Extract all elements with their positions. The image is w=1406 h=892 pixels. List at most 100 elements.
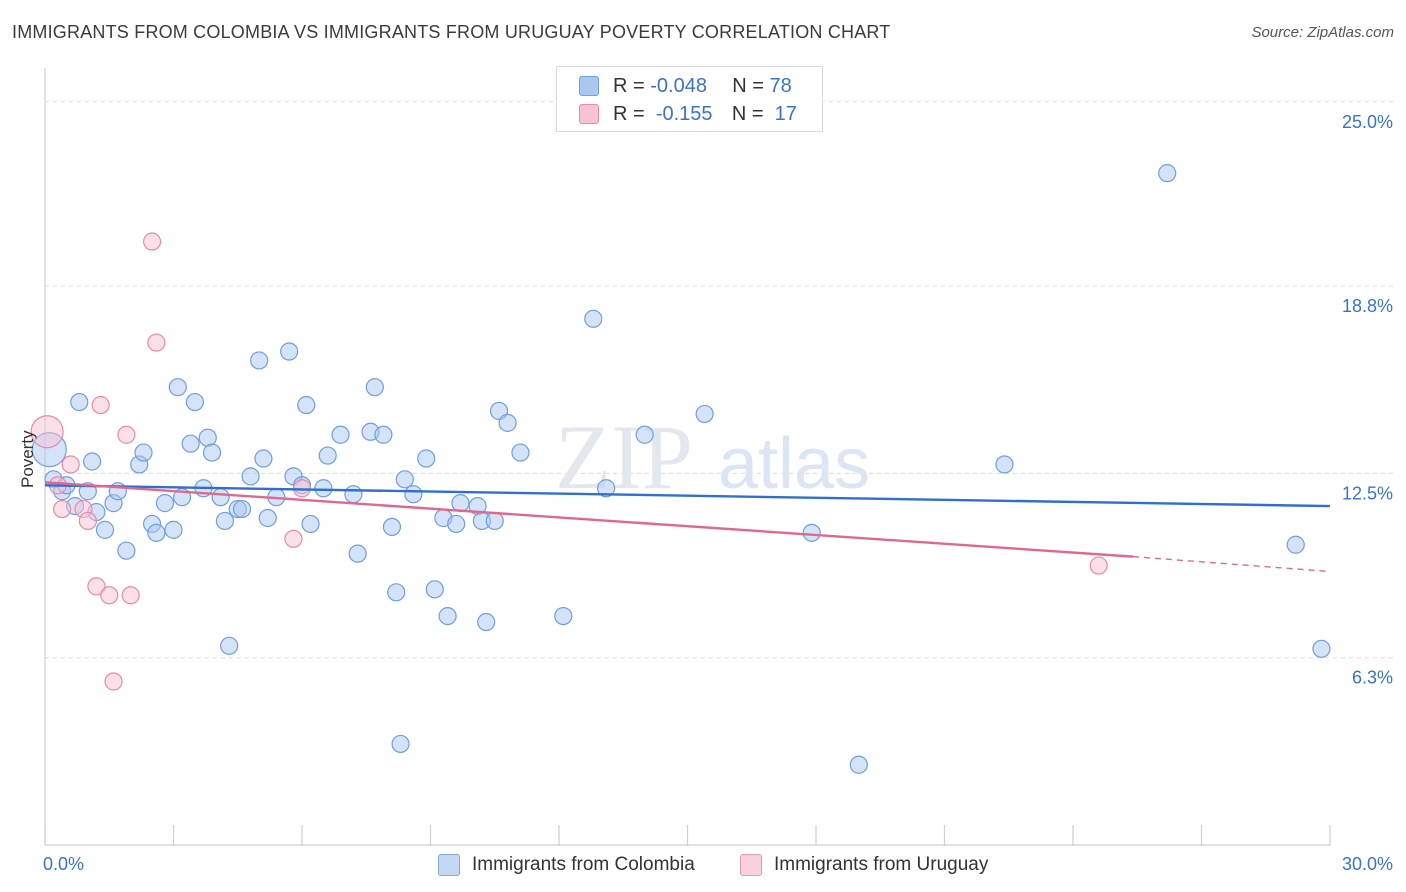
data-point-uruguay [142,232,162,251]
data-point-colombia [404,485,423,504]
bottom-legend-colombia: Immigrants from Colombia [438,852,695,878]
data-point-colombia [211,488,230,507]
series-points [30,164,1331,774]
data-point-colombia [395,470,414,489]
data-point-colombia [447,514,466,534]
bottom-legend-swatch-colombia [438,854,460,876]
y-axis-title: Poverty [18,430,37,488]
data-point-colombia [155,494,175,513]
data-point-uruguay [78,511,97,531]
legend-r-label: R = [613,102,645,125]
data-point-colombia [117,541,136,560]
data-point-colombia [314,479,333,498]
y-tick-label: 12.5% [1342,483,1393,503]
watermark: ZIP atlas [555,406,870,508]
data-point-uruguay [91,395,110,415]
data-point-colombia [301,514,320,534]
data-point-uruguay [61,455,80,474]
data-point-colombia [280,342,299,361]
bottom-legend-label-colombia: Immigrants from Colombia [472,854,695,875]
legend-row-uruguay: R = -0.155 N = 17 [579,101,797,127]
data-point-colombia [485,511,504,531]
x-tick-labels: 0.0% 30.0% [43,854,1393,874]
y-tick-label: 6.3% [1352,668,1393,688]
x-tick-label-min: 0.0% [43,854,84,874]
data-point-uruguay [30,415,64,449]
data-point-colombia [995,455,1014,474]
y-tick-label: 18.8% [1342,296,1393,316]
trend-line-colombia [44,484,1331,508]
data-point-colombia [849,755,868,774]
data-point-colombia [185,392,205,412]
y-tick-labels: 6.3% 12.5% 18.8% 25.0% [1342,112,1393,688]
trend-line-extension-uruguay [1132,555,1331,573]
legend-swatch-colombia [579,76,599,96]
data-point-uruguay [53,499,72,519]
data-point-uruguay [117,425,136,444]
data-point-uruguay [121,586,140,605]
data-point-colombia [241,467,260,486]
data-point-uruguay [104,672,123,691]
watermark-zip: ZIP [555,406,693,508]
legend-r-value: -0.155 [655,102,713,125]
data-point-colombia [498,413,517,432]
data-point-uruguay [100,586,119,605]
legend-n-label: N = [732,74,764,97]
data-point-colombia [451,494,470,513]
data-point-uruguay [147,333,166,352]
source-label: Source: ZipAtlas.com [1251,24,1394,41]
data-point-colombia [258,508,277,528]
legend-r-value: -0.048 [650,74,707,97]
data-point-colombia [365,378,384,397]
data-point-colombia [477,612,496,632]
data-point-colombia [348,544,367,563]
data-point-colombia [391,734,410,754]
y-tick-label: 25.0% [1342,112,1393,132]
legend-swatch-uruguay [579,104,599,124]
data-point-colombia [147,523,166,542]
data-point-colombia [635,425,654,444]
data-point-colombia [597,479,616,498]
data-point-colombia [318,446,337,465]
data-point-colombia [438,606,457,626]
data-point-colombia [344,485,363,504]
data-point-colombia [425,580,444,599]
data-point-colombia [554,606,573,626]
data-point-colombia [164,520,183,539]
legend-n-value: 17 [774,102,797,125]
data-point-colombia [202,443,222,462]
data-point-colombia [134,443,153,462]
data-point-uruguay [87,577,106,596]
data-point-colombia [1312,639,1331,658]
data-point-colombia [382,517,402,537]
data-point-uruguay [1089,556,1108,575]
x-tick-label-max: 30.0% [1342,854,1393,874]
legend-n-value: 78 [769,74,792,97]
data-point-colombia [220,636,239,655]
data-point-colombia [1158,164,1177,183]
legend-r-label: R = [613,74,645,97]
data-point-colombia [374,425,393,444]
watermark-atlas: atlas [718,424,870,504]
bottom-legend-uruguay: Immigrants from Uruguay [740,852,988,878]
data-point-colombia [417,449,436,468]
legend-box: R = -0.048 N = 78 R = -0.155 N = 17 [556,66,823,132]
data-point-colombia [387,583,406,602]
data-point-colombia [511,443,530,462]
legend-row-colombia: R = -0.048 N = 78 [579,73,792,99]
data-point-colombia [70,392,89,412]
data-point-colombia [95,520,115,539]
data-point-colombia [168,378,187,397]
data-point-colombia [802,523,821,542]
data-point-colombia [331,425,350,444]
bottom-legend-swatch-uruguay [740,854,762,876]
data-point-colombia [181,434,200,453]
data-point-colombia [215,511,234,531]
data-point-colombia [1286,535,1305,554]
data-point-colombia [250,351,269,370]
data-point-colombia [232,499,252,519]
bottom-legend-label-uruguay: Immigrants from Uruguay [774,854,989,875]
data-point-colombia [254,449,273,468]
data-point-colombia [695,404,714,424]
